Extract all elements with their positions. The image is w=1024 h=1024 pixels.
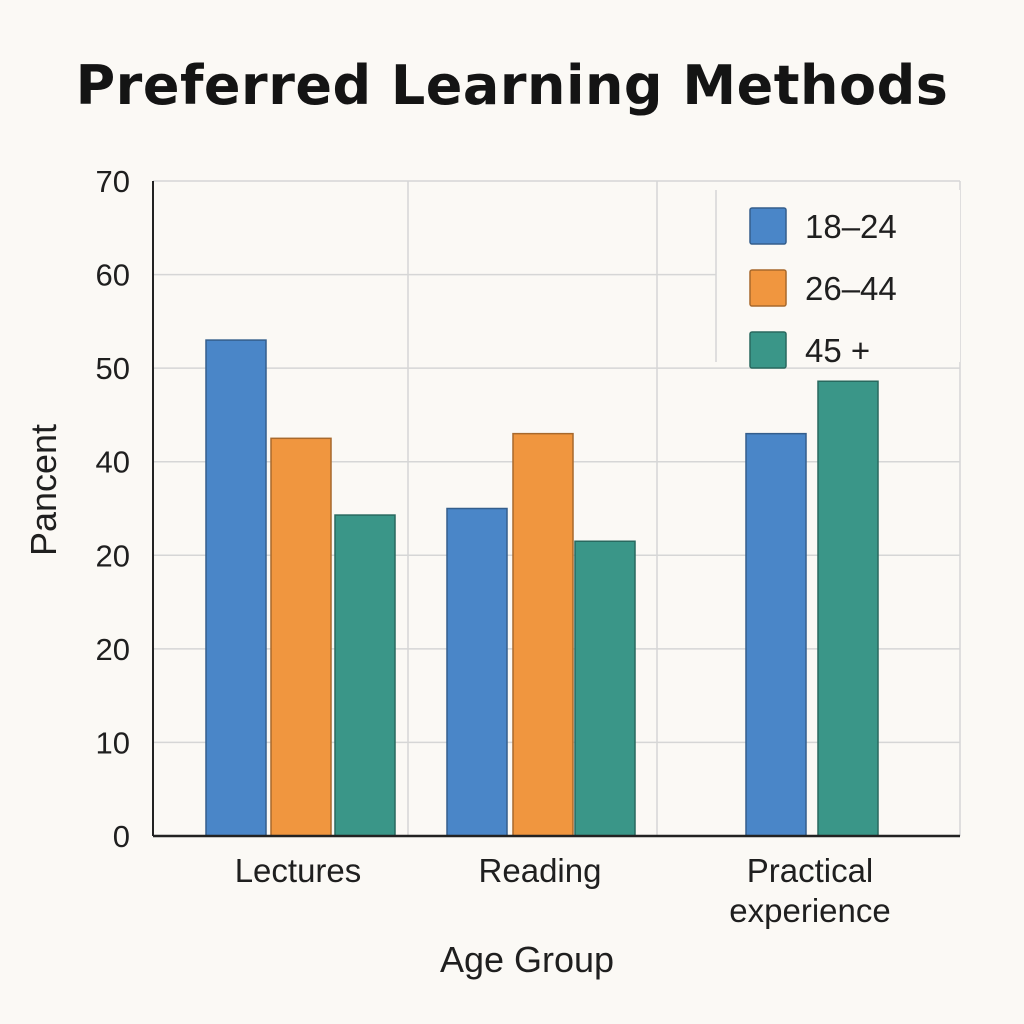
y-tick-label: 10: [96, 725, 130, 760]
y-tick-label: 20: [96, 538, 130, 573]
bar: [270, 437, 332, 837]
bar: [817, 380, 879, 837]
legend-label: 18–24: [805, 208, 897, 245]
y-tick-label: 60: [96, 258, 130, 293]
legend-swatch: [749, 269, 787, 307]
legend: 18–24 26–44 45 +: [715, 190, 960, 369]
legend-swatch: [749, 331, 787, 369]
legend-label: 26–44: [805, 270, 897, 307]
bar: [574, 540, 636, 837]
chart-title: Preferred Learning Methods: [75, 54, 949, 117]
y-tick-label: 0: [113, 819, 130, 854]
x-axis-title: Age Group: [440, 939, 614, 980]
y-tick-label: 70: [96, 164, 130, 199]
x-category-label: experience: [729, 892, 890, 929]
y-axis-title: Pancent: [23, 424, 64, 556]
bar: [745, 432, 807, 837]
y-tick-label: 40: [96, 445, 130, 480]
x-category-label: Reading: [479, 852, 602, 889]
legend-swatch: [749, 207, 787, 245]
bar: [334, 514, 396, 837]
bar: [446, 507, 508, 837]
bar: [512, 432, 574, 837]
y-tick-label: 50: [96, 351, 130, 386]
x-category-label: Practical: [747, 852, 874, 889]
bar: [205, 339, 267, 837]
legend-label: 45 +: [805, 332, 870, 369]
x-category-label: Lectures: [235, 852, 362, 889]
y-tick-label: 20: [96, 632, 130, 667]
